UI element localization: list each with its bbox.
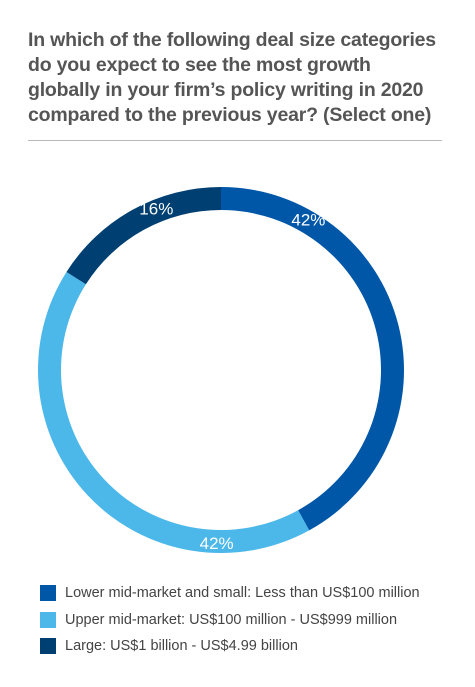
chart-legend: Lower mid-market and small: Less than US… — [40, 584, 420, 664]
legend-item-large: Large: US$1 billion - US$4.99 billion — [40, 637, 420, 655]
slice-upper-mid-market — [38, 271, 310, 553]
title-divider — [28, 140, 442, 141]
legend-swatch-lower-mid-market — [40, 585, 56, 601]
legend-swatch-large — [40, 638, 56, 654]
legend-label-large: Large: US$1 billion - US$4.99 billion — [65, 638, 298, 654]
slice-lower-mid-market — [221, 187, 405, 531]
slice-label-lower-mid-market: 42% — [291, 211, 325, 230]
legend-item-lower-mid-market: Lower mid-market and small: Less than US… — [40, 584, 420, 602]
slice-large — [66, 186, 221, 285]
legend-label-upper-mid-market: Upper mid-market: US$100 million - US$99… — [65, 611, 398, 628]
legend-item-upper-mid-market: Upper mid-market: US$100 million - US$99… — [40, 611, 420, 629]
slice-label-large: 16% — [139, 200, 173, 219]
slice-label-upper-mid-market: 42% — [200, 534, 234, 553]
donut-chart: 42% 42% 16% — [38, 186, 405, 553]
legend-swatch-upper-mid-market — [40, 611, 56, 628]
legend-label-lower-mid-market: Lower mid-market and small: Less than US… — [65, 585, 420, 601]
chart-title: In which of the following deal size cate… — [28, 29, 436, 126]
